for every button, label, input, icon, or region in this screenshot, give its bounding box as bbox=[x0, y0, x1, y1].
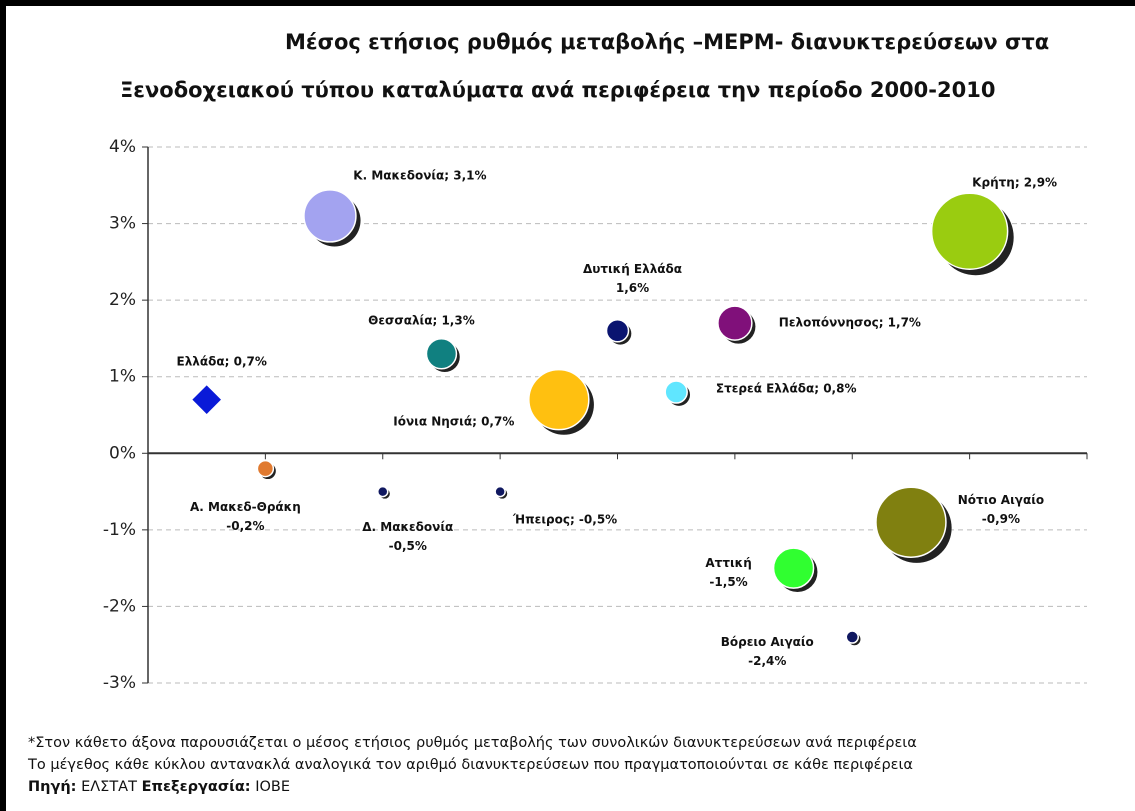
bubble bbox=[930, 192, 1009, 270]
bubble bbox=[772, 547, 815, 589]
bubble bbox=[875, 486, 947, 558]
y-tick-label: -2% bbox=[103, 596, 136, 616]
data-label: Αττική -1,5% bbox=[705, 556, 752, 590]
bubble bbox=[717, 305, 753, 341]
data-label: Δυτική Ελλάδα 1,6% bbox=[582, 261, 683, 295]
bubble bbox=[425, 337, 458, 370]
bubble bbox=[605, 319, 630, 343]
data-label: Α. Μακεδ-Θράκη -0,2% bbox=[190, 499, 301, 533]
data-label: Βόρειο Αιγαίο -2,4% bbox=[720, 635, 814, 669]
chart-title: Μέσος ετήσιος ρυθμός μεταβολής –ΜΕΡΜ- δι… bbox=[285, 30, 1050, 54]
bubble bbox=[664, 380, 688, 404]
bubble bbox=[494, 485, 506, 498]
source-text: ΙΟΒΕ bbox=[255, 779, 291, 795]
bubble bbox=[256, 459, 275, 478]
data-label: Ελλάδα; 0,7% bbox=[176, 354, 267, 369]
y-tick-label: 2% bbox=[109, 290, 136, 310]
source-label: Επεξεργασία: bbox=[141, 779, 251, 795]
bubble bbox=[377, 485, 389, 498]
y-tick-label: 4% bbox=[109, 137, 136, 157]
y-tick-label: 3% bbox=[109, 214, 136, 234]
bubble bbox=[528, 368, 590, 431]
y-tick-label: 0% bbox=[109, 443, 136, 463]
bubble bbox=[303, 189, 357, 243]
data-label: Ήπειρος; -0,5% bbox=[513, 512, 618, 527]
data-label: Πελοπόννησος; 1,7% bbox=[778, 315, 921, 330]
y-tick-label: -3% bbox=[103, 673, 136, 693]
data-label: Δ. Μακεδονία -0,5% bbox=[362, 519, 454, 553]
chart-title: Ξενοδοχειακού τύπου καταλύματα ανά περιφ… bbox=[120, 78, 996, 102]
source: Πηγή: ΕΛΣΤΑΤ Επεξεργασία: ΙΟΒΕ bbox=[28, 779, 290, 795]
data-label: Θεσσαλία; 1,3% bbox=[368, 313, 475, 328]
y-tick-label: 1% bbox=[109, 367, 136, 387]
chart: -3% -2% -1% 0% 1% 2% 3% 4% bbox=[103, 137, 1088, 693]
source-text: ΕΛΣΤΑΤ bbox=[81, 779, 137, 795]
bubble bbox=[845, 630, 859, 644]
y-tick-label: -1% bbox=[103, 520, 136, 540]
footnote: *Στον κάθετο άξονα παρουσιάζεται ο μέσος… bbox=[28, 735, 917, 751]
diamond-marker bbox=[192, 385, 221, 414]
data-label: Στερεά Ελλάδα; 0,8% bbox=[715, 381, 857, 396]
source-label: Πηγή: bbox=[28, 779, 77, 795]
footnote: Το μέγεθος κάθε κύκλου αντανακλά αναλογι… bbox=[28, 757, 913, 773]
data-label: Κρήτη; 2,9% bbox=[972, 175, 1058, 190]
data-label: Κ. Μακεδονία; 3,1% bbox=[353, 168, 487, 183]
data-label: Ιόνια Νησιά; 0,7% bbox=[393, 414, 515, 429]
data-label: Νότιο Αιγαίο -0,9% bbox=[957, 493, 1045, 527]
